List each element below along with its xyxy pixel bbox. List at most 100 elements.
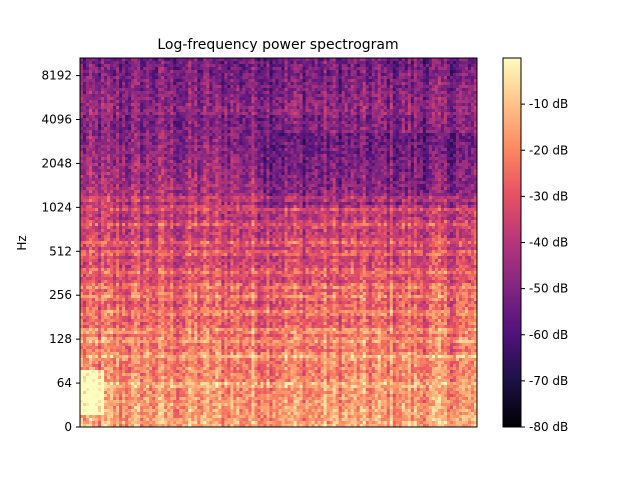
- heatmap-cell: [344, 136, 349, 140]
- heatmap-cell: [296, 70, 300, 74]
- heatmap-cell: [377, 64, 382, 68]
- heatmap-cell: [320, 133, 325, 137]
- heatmap-cell: [185, 103, 189, 107]
- heatmap-cell: [302, 133, 306, 137]
- heatmap-cell: [95, 91, 99, 95]
- heatmap-cell: [242, 157, 246, 161]
- heatmap-cell: [86, 97, 90, 101]
- heatmap-cell: [266, 127, 270, 131]
- heatmap-cell: [185, 130, 189, 134]
- heatmap-cell: [332, 118, 337, 122]
- heatmap-cell: [206, 106, 210, 110]
- heatmap-cell: [392, 136, 397, 140]
- heatmap-cell: [380, 160, 385, 164]
- heatmap-cell: [167, 64, 171, 68]
- heatmap-cell: [122, 145, 126, 149]
- heatmap-cell: [275, 85, 279, 89]
- heatmap-cell: [434, 88, 439, 92]
- heatmap-cell: [239, 73, 243, 77]
- heatmap-cell: [170, 64, 174, 68]
- heatmap-cell: [257, 130, 261, 134]
- heatmap-cell: [107, 97, 111, 101]
- heatmap-cell: [98, 142, 102, 146]
- heatmap-cell: [422, 160, 427, 164]
- heatmap-cell: [314, 106, 318, 110]
- heatmap-cell: [185, 94, 189, 98]
- heatmap-cell: [410, 64, 415, 68]
- heatmap-cell: [92, 91, 96, 95]
- heatmap-cell: [101, 76, 105, 80]
- heatmap-cell: [182, 121, 186, 125]
- heatmap-cell: [314, 163, 318, 167]
- heatmap-cell: [317, 166, 322, 170]
- heatmap-cell: [284, 133, 288, 137]
- heatmap-cell: [203, 136, 207, 140]
- heatmap-cell: [380, 166, 385, 170]
- heatmap-cell: [266, 70, 270, 74]
- heatmap-cell: [452, 58, 457, 62]
- heatmap-cell: [416, 160, 421, 164]
- heatmap-cell: [347, 160, 352, 164]
- heatmap-cell: [464, 133, 469, 137]
- heatmap-cell: [413, 91, 418, 95]
- heatmap-cell: [80, 76, 84, 80]
- heatmap-cell: [95, 163, 99, 167]
- heatmap-cell: [353, 85, 358, 89]
- heatmap-cell: [374, 166, 379, 170]
- heatmap-cell: [248, 148, 252, 152]
- heatmap-cell: [152, 118, 156, 122]
- heatmap-cell: [275, 142, 279, 146]
- heatmap-cell: [281, 118, 285, 122]
- heatmap-cell: [248, 106, 252, 110]
- heatmap-cell: [443, 109, 448, 113]
- heatmap-cell: [161, 151, 165, 155]
- heatmap-cell: [212, 106, 216, 110]
- heatmap-cell: [425, 112, 430, 116]
- heatmap-cell: [257, 106, 261, 110]
- heatmap-cell: [446, 82, 451, 86]
- heatmap-cell: [107, 130, 111, 134]
- heatmap-cell: [128, 106, 132, 110]
- heatmap-cell: [239, 124, 243, 128]
- heatmap-cell: [314, 115, 318, 119]
- heatmap-cell: [212, 112, 216, 116]
- heatmap-cell: [326, 157, 331, 161]
- heatmap-cell: [320, 88, 325, 92]
- heatmap-cell: [395, 133, 400, 137]
- heatmap-cell: [242, 82, 246, 86]
- heatmap-cell: [311, 97, 315, 101]
- heatmap-cell: [152, 166, 156, 170]
- heatmap-cell: [383, 169, 388, 173]
- heatmap-cell: [440, 112, 445, 116]
- heatmap-cell: [158, 73, 162, 77]
- heatmap-cell: [275, 133, 279, 137]
- heatmap-cell: [284, 136, 288, 140]
- heatmap-cell: [362, 169, 367, 173]
- heatmap-cell: [131, 133, 135, 137]
- heatmap-cell: [284, 160, 288, 164]
- heatmap-cell: [371, 118, 376, 122]
- heatmap-cell: [110, 130, 114, 134]
- heatmap-cell: [263, 112, 267, 116]
- heatmap-cell: [203, 58, 207, 62]
- heatmap-cell: [287, 160, 291, 164]
- heatmap-cell: [434, 151, 439, 155]
- heatmap-cell: [374, 169, 379, 173]
- heatmap-cell: [311, 166, 315, 170]
- heatmap-cell: [290, 58, 294, 62]
- heatmap-cell: [287, 157, 291, 161]
- heatmap-cell: [245, 145, 249, 149]
- heatmap-cell: [398, 103, 403, 107]
- heatmap-cell: [215, 169, 219, 173]
- heatmap-cell: [317, 127, 322, 131]
- heatmap-cell: [458, 103, 463, 107]
- heatmap-cell: [92, 166, 96, 170]
- heatmap-cell: [209, 106, 213, 110]
- heatmap-cell: [161, 76, 165, 80]
- heatmap-cell: [452, 97, 457, 101]
- heatmap-cell: [164, 79, 168, 83]
- heatmap-cell: [167, 58, 171, 62]
- heatmap-cell: [212, 142, 216, 146]
- heatmap-cell: [194, 118, 198, 122]
- heatmap-cell: [296, 61, 300, 65]
